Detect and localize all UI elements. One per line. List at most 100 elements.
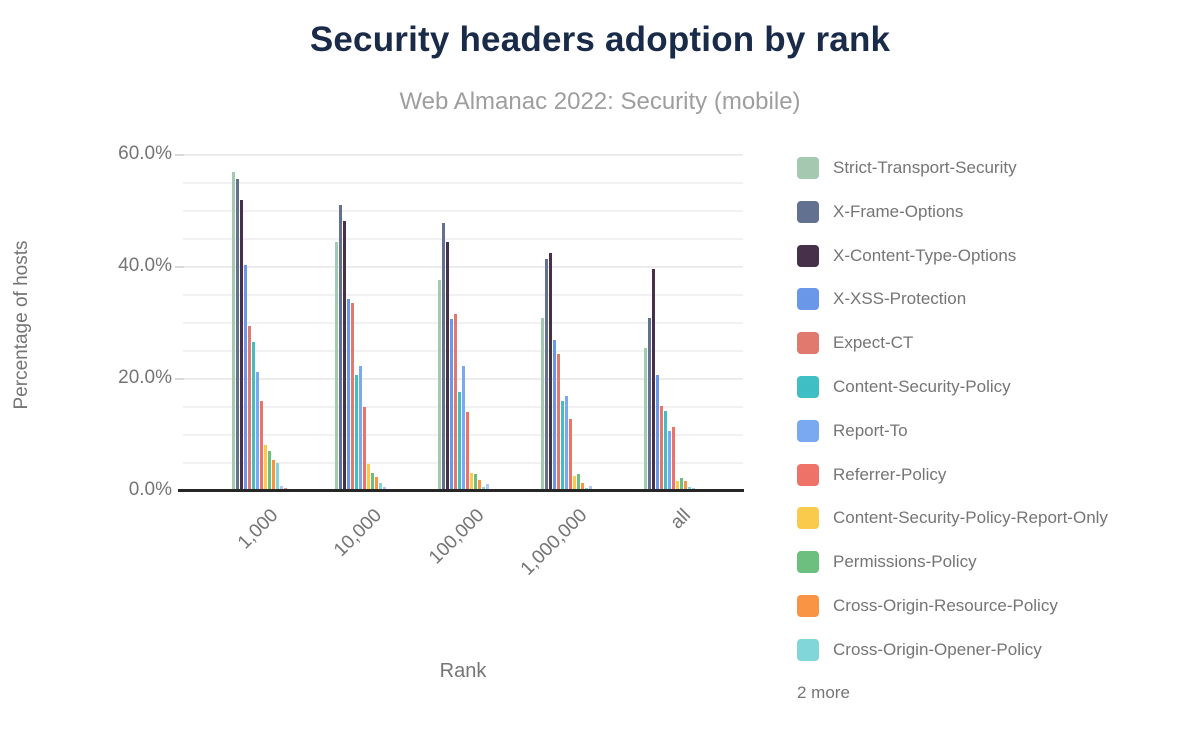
legend-swatch-x-content-type-options [797, 244, 819, 267]
legend-label: Expect-CT [833, 333, 914, 353]
legend-swatch-x-xss-protection [797, 288, 819, 311]
bar-cross-origin-resource-policy-10-000[interactable] [375, 477, 378, 490]
legend-swatch-cross-origin-resource-policy [797, 595, 819, 617]
bar-cross-origin-resource-policy-1-000-000[interactable] [581, 483, 584, 490]
legend-label: Strict-Transport-Security [833, 158, 1017, 177]
bar-x-content-type-options-1-000-000[interactable] [549, 253, 552, 490]
y-tick-mark-40 [175, 266, 184, 268]
bar-permissions-policy-10-000[interactable] [371, 473, 374, 490]
bar-x-xss-protection-1-000[interactable] [244, 265, 247, 490]
bar-cross-origin-opener-policy-100-000[interactable] [482, 487, 485, 490]
bar-strict-transport-security-1-000-000[interactable] [541, 318, 544, 490]
bar-x-frame-options-1-000-000[interactable] [545, 259, 548, 490]
bar-x-xss-protection-10-000[interactable] [347, 299, 350, 490]
bar-cross-origin-opener-policy-all[interactable] [688, 487, 691, 490]
legend-item-x-content-type-options[interactable]: X-Content-Type-Options [797, 244, 1017, 267]
bar-permissions-policy-100-000[interactable] [474, 474, 477, 490]
bar-x-frame-options-all[interactable] [648, 318, 651, 490]
bar-x-xss-protection-all[interactable] [656, 375, 659, 490]
bar-x-xss-protection-1-000-000[interactable] [553, 340, 556, 490]
bar-cross-origin-opener-policy-1-000[interactable] [276, 463, 279, 490]
bar-x-content-type-options-10-000[interactable] [343, 221, 346, 490]
bar-referrer-policy-1-000[interactable] [260, 401, 263, 490]
bar-cross-origin-resource-policy-all[interactable] [684, 481, 687, 490]
bar-permissions-policy-1-000-000[interactable] [577, 474, 580, 490]
legend-item-permissions-policy[interactable]: Permissions-Policy [797, 551, 977, 574]
bar-referrer-policy-all[interactable] [672, 427, 675, 490]
legend-item-content-security-policy-report-only[interactable]: Content-Security-Policy-Report-Only [797, 507, 1108, 530]
bar-permissions-policy-all[interactable] [680, 478, 683, 490]
legend-item-x-xss-protection[interactable]: X-XSS-Protection [797, 288, 966, 311]
bar-x-frame-options-1-000[interactable] [236, 179, 239, 490]
gridline-60 [183, 154, 743, 156]
bar-report-to-all[interactable] [668, 431, 671, 490]
bar-x-content-type-options-1-000[interactable] [240, 200, 243, 490]
legend-item-referrer-policy[interactable]: Referrer-Policy [797, 463, 946, 486]
legend-swatch-referrer-policy [797, 463, 819, 486]
legend-swatch-strict-transport-security [797, 157, 819, 179]
gridline-35 [183, 294, 743, 296]
bar-expect-ct-all[interactable] [660, 406, 663, 490]
bar-content-security-policy-report-only-1-000[interactable] [264, 445, 267, 490]
bar-report-to-100-000[interactable] [462, 366, 465, 490]
bar-cross-origin-resource-policy-100-000[interactable] [478, 480, 481, 490]
bar-referrer-policy-1-000-000[interactable] [569, 419, 572, 490]
bar-series-13-1-000[interactable] [280, 486, 283, 490]
legend-label: X-Frame-Options [833, 201, 964, 221]
bar-permissions-policy-1-000[interactable] [268, 451, 271, 490]
legend-item-cross-origin-resource-policy[interactable]: Cross-Origin-Resource-Policy [797, 595, 1058, 617]
legend-swatch-content-security-policy [797, 376, 819, 398]
bar-content-security-policy-report-only-1-000-000[interactable] [573, 476, 576, 490]
bar-series-13-100-000[interactable] [486, 484, 489, 490]
bar-x-xss-protection-100-000[interactable] [450, 319, 453, 490]
bar-expect-ct-100-000[interactable] [454, 314, 457, 490]
bar-strict-transport-security-all[interactable] [644, 348, 647, 490]
legend-item-x-frame-options[interactable]: X-Frame-Options [797, 200, 964, 223]
bar-content-security-policy-all[interactable] [664, 411, 667, 490]
legend-swatch-content-security-policy-report-only [797, 507, 819, 530]
legend-label: Permissions-Policy [833, 552, 977, 572]
legend-swatch-report-to [797, 419, 819, 442]
x-tick-label-text: 1,000 [234, 505, 283, 554]
legend-swatch-x-frame-options [797, 200, 819, 223]
bar-content-security-policy-report-only-100-000[interactable] [470, 473, 473, 490]
gridline-30 [183, 322, 743, 324]
bar-series-13-1-000-000[interactable] [589, 486, 592, 490]
bar-expect-ct-1-000[interactable] [248, 326, 251, 490]
bar-strict-transport-security-1-000[interactable] [232, 172, 235, 490]
bar-x-content-type-options-all[interactable] [652, 269, 655, 490]
bar-strict-transport-security-10-000[interactable] [335, 242, 338, 490]
bar-x-frame-options-10-000[interactable] [339, 205, 342, 490]
bar-content-security-policy-10-000[interactable] [355, 375, 358, 490]
bar-referrer-policy-10-000[interactable] [363, 407, 366, 490]
bar-cross-origin-resource-policy-1-000[interactable] [272, 460, 275, 490]
legend-swatch-expect-ct [797, 332, 819, 355]
legend-item-strict-transport-security[interactable]: Strict-Transport-Security [797, 157, 1017, 179]
legend-item-content-security-policy[interactable]: Content-Security-Policy [797, 376, 1011, 398]
legend-label: X-Content-Type-Options [833, 245, 1017, 265]
bar-expect-ct-1-000-000[interactable] [557, 354, 560, 490]
legend-label: Cross-Origin-Resource-Policy [833, 596, 1058, 615]
legend-item-expect-ct[interactable]: Expect-CT [797, 332, 914, 355]
bar-content-security-policy-100-000[interactable] [458, 392, 461, 490]
legend-swatch-permissions-policy [797, 551, 819, 574]
bar-cross-origin-opener-policy-10-000[interactable] [379, 483, 382, 490]
bar-x-frame-options-100-000[interactable] [442, 223, 445, 490]
y-tick-label-20: 20.0% [118, 367, 172, 388]
bar-content-security-policy-1-000-000[interactable] [561, 401, 564, 490]
bar-series-13-10-000[interactable] [383, 487, 386, 490]
bar-strict-transport-security-100-000[interactable] [438, 280, 441, 490]
legend-item-cross-origin-opener-policy[interactable]: Cross-Origin-Opener-Policy [797, 638, 1042, 661]
bar-content-security-policy-1-000[interactable] [252, 342, 255, 490]
bar-report-to-1-000-000[interactable] [565, 396, 568, 490]
bar-referrer-policy-100-000[interactable] [466, 412, 469, 490]
bar-expect-ct-10-000[interactable] [351, 303, 354, 490]
bar-report-to-10-000[interactable] [359, 366, 362, 490]
gridline-45 [183, 238, 743, 240]
chart-subtitle: Web Almanac 2022: Security (mobile) [399, 88, 801, 115]
bar-x-content-type-options-100-000[interactable] [446, 242, 449, 490]
bar-content-security-policy-report-only-10-000[interactable] [367, 464, 370, 490]
legend-item-report-to[interactable]: Report-To [797, 419, 908, 442]
bar-report-to-1-000[interactable] [256, 372, 259, 490]
bar-content-security-policy-report-only-all[interactable] [676, 481, 679, 490]
